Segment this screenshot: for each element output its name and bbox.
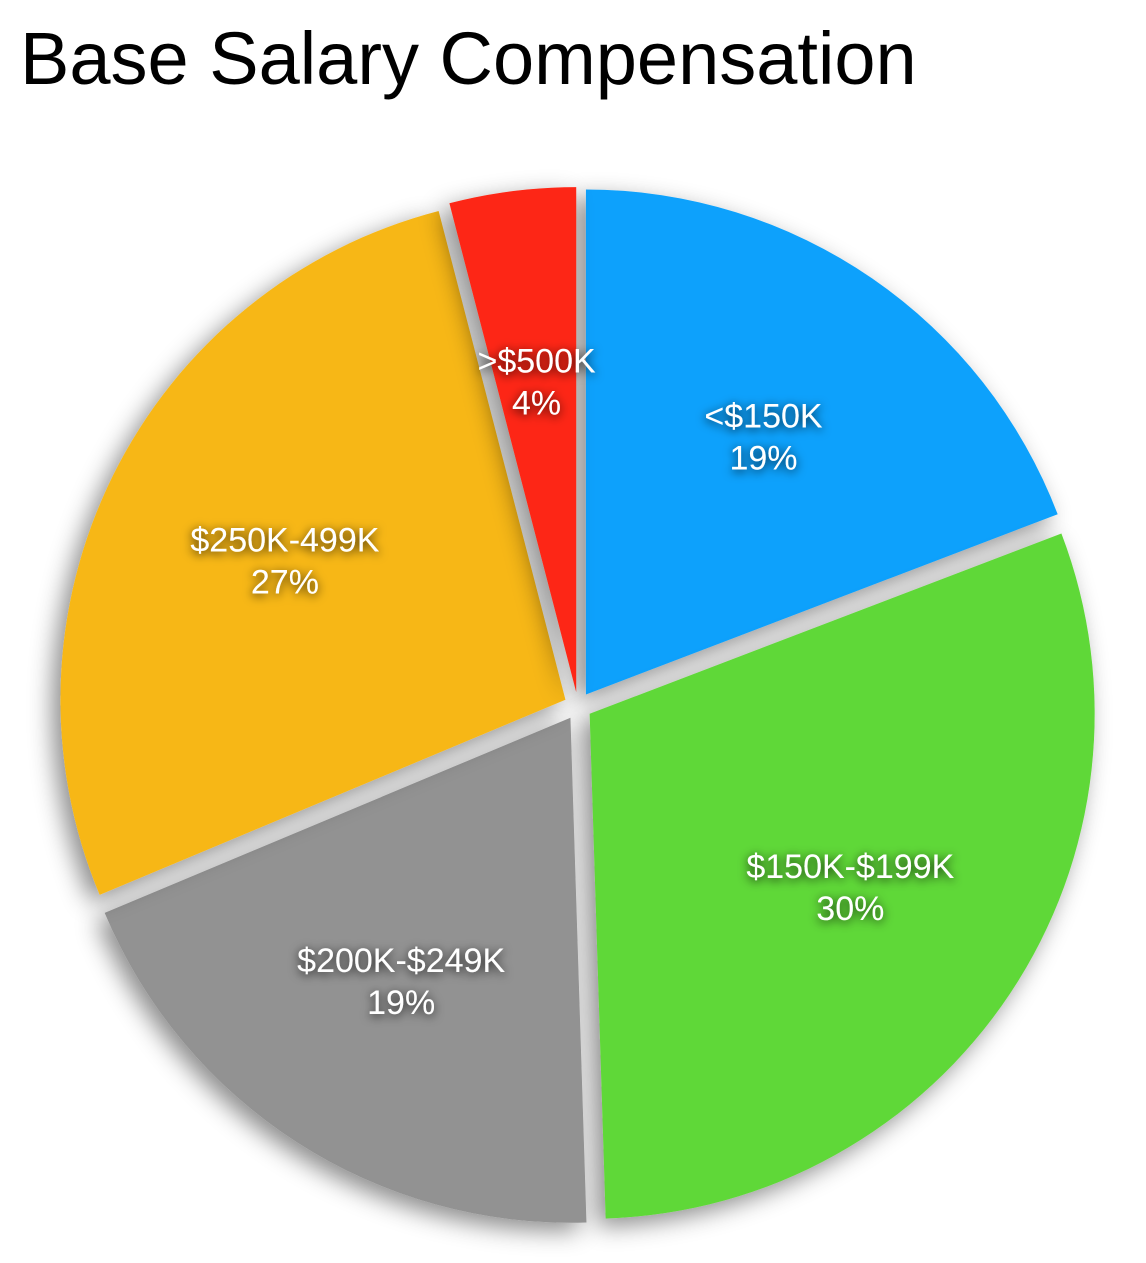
pie-slice-150k-199k	[589, 533, 1095, 1219]
slice-percent-label: 19%	[367, 984, 435, 1022]
slice-percent-label: 19%	[729, 440, 797, 478]
slice-label-250k-499k: $250K-499K 27%	[190, 522, 379, 602]
pie-slice-150k	[585, 189, 1058, 695]
slice-percent-label: 30%	[816, 890, 884, 928]
slice-label-200k-249k: $200K-$249K 19%	[297, 942, 505, 1022]
slice-label-500k: >$500K 4%	[478, 343, 596, 423]
slice-category-label: $200K-$249K	[297, 942, 505, 980]
slice-label-150k: <$150K 19%	[704, 398, 822, 478]
slice-category-label: $250K-499K	[190, 522, 379, 560]
pie-slice-200k-249k	[104, 717, 587, 1223]
pie-slices	[60, 187, 1095, 1223]
chart-title: Base Salary Compensation	[20, 17, 917, 100]
pie-slice-250k-499k	[60, 210, 566, 895]
slice-percent-label: 27%	[251, 564, 319, 602]
slice-category-label: $150K-$199K	[746, 848, 954, 886]
pie-slice-500k	[449, 187, 577, 693]
slice-category-label: <$150K	[704, 398, 822, 436]
slice-percent-label: 4%	[512, 385, 561, 423]
slice-category-label: >$500K	[478, 343, 596, 381]
slice-label-150k-199k: $150K-$199K 30%	[746, 848, 954, 928]
pie-labels: <$150K 19% $150K-$199K 30% $200K-$249K 19% $25…	[190, 343, 954, 1023]
